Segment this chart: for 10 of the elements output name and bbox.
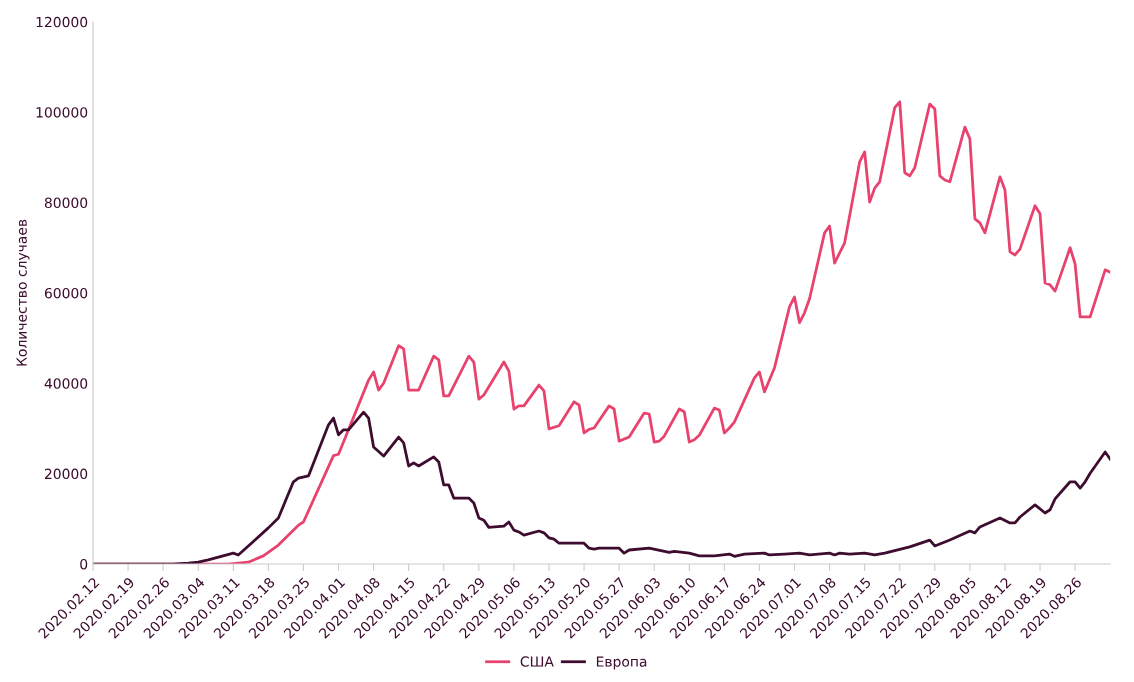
y-tick-label: 20000 (44, 468, 88, 480)
y-tick-label: 60000 (44, 287, 88, 299)
y-tick-label: 100000 (36, 107, 88, 118)
y-axis-title: Количество случаев (16, 219, 30, 366)
legend-label: Европа (596, 656, 647, 670)
legend-label: США (520, 656, 554, 667)
y-tick-label: 0 (80, 558, 88, 570)
y-tick-label: 80000 (44, 197, 88, 209)
y-tick-label: 120000 (36, 16, 88, 28)
y-tick-label: 40000 (44, 378, 88, 389)
